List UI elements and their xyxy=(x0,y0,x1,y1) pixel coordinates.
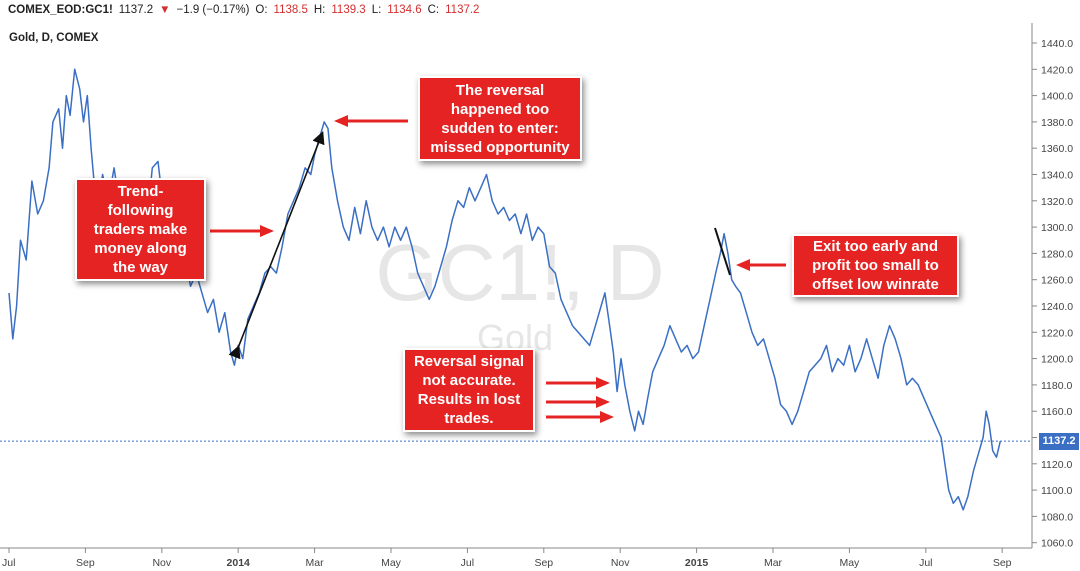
x-tick-label: Sep xyxy=(76,557,95,569)
x-tick-label: Sep xyxy=(993,557,1012,569)
down-arrow-icon: ▼ xyxy=(159,4,171,16)
x-tick-label: Sep xyxy=(534,557,553,569)
arrow-signal-1 xyxy=(546,377,610,389)
arrow-to-peak xyxy=(334,115,408,127)
arrow-to-exit xyxy=(736,259,786,271)
close-label: C: xyxy=(427,4,440,16)
y-tick-label: 1120.0 xyxy=(1041,459,1072,471)
y-tick-label: 1080.0 xyxy=(1041,511,1073,523)
y-tick-label: 1440.0 xyxy=(1041,38,1073,50)
y-tick-label: 1340.0 xyxy=(1041,170,1073,182)
low-label: L: xyxy=(371,4,382,16)
arrow-to-trend xyxy=(210,225,274,237)
y-tick-label: 1220.0 xyxy=(1041,327,1073,339)
arrow-signal-2 xyxy=(546,396,610,408)
arrow-signal-3 xyxy=(546,411,614,423)
symbol-header: COMEX_EOD:GC1! 1137.2 ▼ −1.9 (−0.17%) O:… xyxy=(0,0,1080,20)
x-tick-label: Nov xyxy=(611,557,630,569)
x-tick-label: Jul xyxy=(461,557,474,569)
callout-exit-too-early: Exit too early and profit too small to o… xyxy=(792,234,959,297)
x-tick-label: Nov xyxy=(152,557,171,569)
annotation-layer xyxy=(210,115,786,423)
x-tick-label: May xyxy=(381,557,402,569)
callout-trend-following: Trend- following traders make money alon… xyxy=(75,178,206,281)
y-tick-label: 1360.0 xyxy=(1041,143,1073,155)
close-value: 1137.2 xyxy=(445,4,480,16)
y-tick-label: 1380.0 xyxy=(1041,117,1073,129)
chart-title: Gold, D, COMEX xyxy=(9,32,99,44)
callout-missed-reversal: The reversal happened too sudden to ente… xyxy=(418,76,582,161)
x-tick-label: Jul xyxy=(2,557,15,569)
low-value: 1134.6 xyxy=(387,4,422,16)
last-price-tag: 1137.2 xyxy=(1039,432,1079,450)
trend-line-arrow xyxy=(228,131,325,360)
y-tick-label: 1320.0 xyxy=(1041,196,1073,208)
y-tick-label: 1280.0 xyxy=(1041,248,1073,260)
drop-line xyxy=(714,227,731,276)
y-tick-label: 1060.0 xyxy=(1041,538,1073,550)
watermark-main: GC1!, D xyxy=(376,228,665,317)
y-tick-label: 1400.0 xyxy=(1041,91,1073,103)
y-tick-label: 1240.0 xyxy=(1041,301,1073,313)
high-value: 1139.3 xyxy=(331,4,366,16)
y-tick-label: 1420.0 xyxy=(1041,64,1073,76)
x-tick-label: Jul xyxy=(919,557,932,569)
x-tick-label: Mar xyxy=(306,557,325,569)
price-change: −1.9 (−0.17%) xyxy=(176,4,250,16)
x-tick-label: 2015 xyxy=(685,557,709,569)
y-tick-label: 1300.0 xyxy=(1041,222,1073,234)
callout-reversal-signal: Reversal signal not accurate. Results in… xyxy=(403,348,535,432)
open-value: 1138.5 xyxy=(273,4,308,16)
symbol-name: COMEX_EOD:GC1! xyxy=(8,4,113,16)
x-tick-label: May xyxy=(839,557,860,569)
y-tick-label: 1200.0 xyxy=(1041,354,1073,366)
last-price: 1137.2 xyxy=(118,4,154,16)
x-axis-ticks: Jul Sep Nov 2014 Mar May Jul Sep Nov 2015 Mar May Ju… xyxy=(2,548,1012,569)
symbol-watermark: GC1!, D Gold xyxy=(376,228,665,358)
y-axis-ticks: 1060.01080.01100.01120.01140.01160.01180… xyxy=(1032,38,1073,550)
y-tick-label: 1160.0 xyxy=(1041,406,1072,418)
x-tick-label: 2014 xyxy=(227,557,251,569)
axis-layer xyxy=(0,23,1033,549)
y-tick-label: 1100.0 xyxy=(1041,485,1072,497)
y-tick-label: 1180.0 xyxy=(1041,380,1072,392)
high-label: H: xyxy=(313,4,326,16)
y-tick-label: 1260.0 xyxy=(1041,275,1073,287)
open-label: O: xyxy=(255,4,268,16)
x-tick-label: Mar xyxy=(764,557,783,569)
